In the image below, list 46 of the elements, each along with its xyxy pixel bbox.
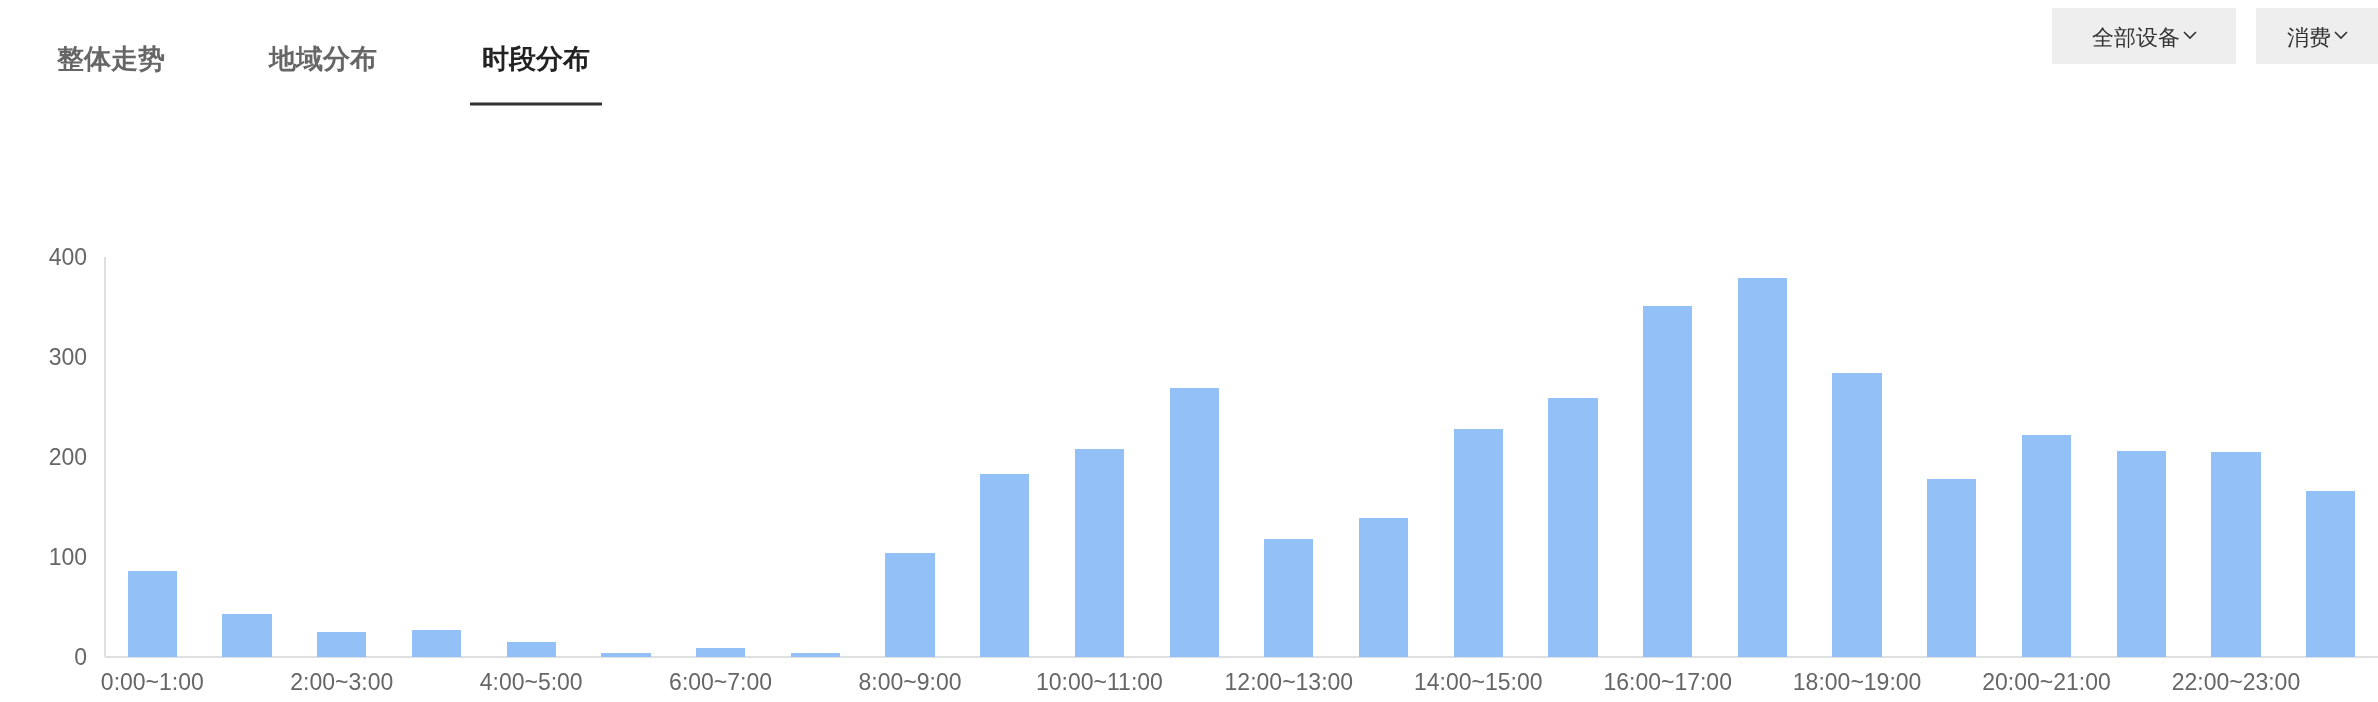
bar: [2211, 452, 2261, 657]
bar: [1358, 518, 1409, 657]
bar: [1643, 306, 1693, 657]
bar: [885, 553, 935, 657]
x-tick-label: 22:00~23:00: [2171, 669, 2301, 695]
bar: [980, 474, 1030, 657]
bar: [1927, 479, 1977, 657]
text: 整体走势: [56, 44, 165, 74]
y-tick-label: 400: [48, 244, 87, 270]
bar: [1737, 278, 1788, 657]
y-tick-label: 100: [48, 544, 87, 570]
x-tick-label: 18:00~19:00: [1792, 669, 1922, 695]
text: 时段分布: [482, 44, 590, 74]
y-tick-label: 300: [48, 344, 87, 370]
x-tick-label: 14:00~15:00: [1414, 669, 1543, 695]
text: 消费: [2287, 25, 2331, 50]
x-tick-label: 2:00~3:00: [290, 669, 394, 695]
bar: [601, 653, 651, 657]
bar: [1453, 429, 1503, 657]
y-tick-label: 200: [48, 444, 87, 470]
bar: [2116, 451, 2166, 657]
bar: [506, 642, 556, 657]
bar: [317, 632, 367, 657]
bar: [222, 614, 272, 657]
bar: [1264, 539, 1314, 657]
bar: [2021, 435, 2072, 657]
bar: [1074, 449, 1125, 657]
x-tick-label: 6:00~7:00: [669, 669, 773, 695]
text: 全部设备: [2092, 25, 2180, 50]
bar: [2306, 491, 2356, 657]
x-tick-label: 16:00~17:00: [1603, 669, 1732, 695]
x-tick-label: 0:00~1:00: [100, 669, 204, 695]
x-tick-label: 4:00~5:00: [479, 669, 583, 695]
x-tick-label: 10:00~11:00: [1036, 669, 1163, 695]
text: 地域分布: [268, 44, 377, 74]
bar: [790, 653, 840, 657]
bar: [411, 630, 462, 657]
x-tick-label: 12:00~13:00: [1224, 669, 1354, 695]
x-tick-label: 20:00~21:00: [1982, 669, 2111, 695]
bar: [1548, 398, 1598, 657]
x-tick-label: 8:00~9:00: [858, 669, 962, 695]
y-tick-label: 0: [74, 644, 87, 670]
bar: [1169, 388, 1219, 657]
bar: [127, 571, 177, 657]
bar: [1832, 373, 1882, 657]
bar: [695, 648, 746, 657]
